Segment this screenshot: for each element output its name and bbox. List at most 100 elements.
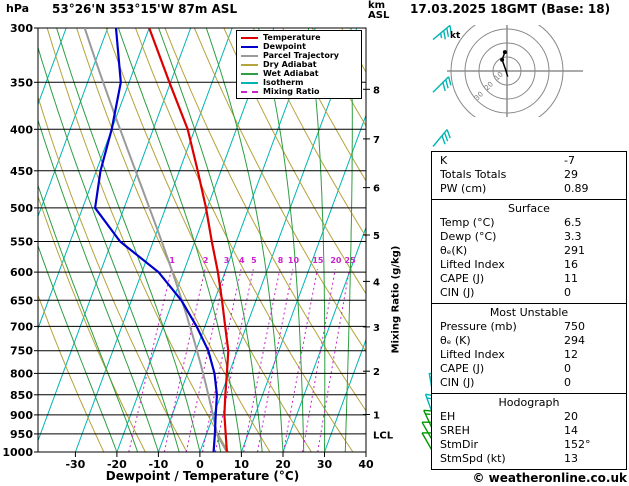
panel-row-value: 14 <box>564 424 578 437</box>
legend-swatch <box>241 45 258 48</box>
height-tick-label: 7 <box>373 135 380 146</box>
height-tick-label: 3 <box>373 323 380 334</box>
wind-barb <box>432 24 453 41</box>
mixing-ratio-line <box>256 269 294 452</box>
mixing-ratio-label: 5 <box>251 256 257 265</box>
station-title: 53°26'N 353°15'W 87m ASL <box>52 2 238 16</box>
height-tick-label: 1 <box>373 411 380 422</box>
mixing-ratio-label: 3 <box>224 256 230 265</box>
mixing-ratio-label: 25 <box>345 256 357 265</box>
hodograph-ring-label: 30 <box>473 90 485 102</box>
mixing-ratio-label: 15 <box>312 256 324 265</box>
panel-row-label: Dewp (°C) <box>440 230 497 243</box>
barb-staff <box>432 76 450 93</box>
panel-row-value: 0.89 <box>564 182 589 195</box>
pressure-tick-label: 350 <box>10 76 33 89</box>
barb-full-tick <box>446 27 450 37</box>
run-datetime: 17.03.2025 18GMT (Base: 18) <box>410 2 611 16</box>
legend-item: Wet Adiabat <box>241 69 357 78</box>
panel-section-title: Surface <box>508 202 550 215</box>
hodograph-point <box>500 57 505 62</box>
mixing-ratio-line <box>163 269 206 452</box>
temp-tick-label: 40 <box>358 458 374 471</box>
pressure-tick-label: 900 <box>10 409 33 422</box>
pressure-tick-label: 400 <box>10 123 33 136</box>
panel-row: Lifted Index 16 <box>432 258 626 272</box>
panel-section: Most Unstable Pressure (mb) 750 θₑ (K) 294 Li… <box>431 303 627 394</box>
barb-full-tick <box>442 82 446 92</box>
panel-row: Lifted Index 12 <box>432 348 626 362</box>
temp-axis-title: Dewpoint / Temperature (°C) <box>105 469 300 483</box>
pressure-tick-label: 450 <box>10 165 33 178</box>
panel-section-title: Hodograph <box>498 396 560 409</box>
pressure-tick-label: 500 <box>10 202 33 215</box>
legend-label: Dry Adiabat <box>263 60 317 69</box>
panel-row-label: CAPE (J) <box>440 362 485 375</box>
panel-row-value: -7 <box>564 154 575 167</box>
dry-adiabat-line <box>252 28 366 238</box>
pressure-tick-label: 1000 <box>2 446 33 459</box>
temp-tick-label: 20 <box>275 458 291 471</box>
panel-row-value: 291 <box>564 244 585 257</box>
mixing-axis-title: Mixing Ratio (g/kg) <box>390 245 402 354</box>
hodograph-unit-label: kt <box>450 31 461 41</box>
parcel-trajectory-line <box>83 28 228 452</box>
height-tick-label: 4 <box>373 277 380 288</box>
panel-row-value: 12 <box>564 348 578 361</box>
isotherm-line <box>324 338 366 452</box>
panel-row: Totals Totals 29 <box>432 168 626 182</box>
barb-full-tick <box>441 135 446 145</box>
panel-row-label: StmSpd (kt) <box>440 452 506 465</box>
panel-row-value: 0 <box>564 376 571 389</box>
mixing-ratio-line <box>302 269 336 452</box>
height-tick-label: 2 <box>373 367 380 378</box>
panel-row: StmDir 152° <box>432 438 626 452</box>
panel-row: CAPE (J) 0 <box>432 362 626 376</box>
panel-row-label: SREH <box>440 424 470 437</box>
temp-tick-label: 10 <box>234 458 250 471</box>
panel-row-label: CAPE (J) <box>440 272 485 285</box>
legend-label: Wet Adiabat <box>263 69 319 78</box>
pressure-axis-title: hPa <box>6 2 30 15</box>
legend-label: Mixing Ratio <box>263 87 320 96</box>
panel-row: StmSpd (kt) 13 <box>432 452 626 466</box>
wind-barb <box>432 129 451 147</box>
isotherm-line <box>38 28 67 106</box>
pressure-tick-label: 550 <box>10 236 33 249</box>
panel-row-value: 11 <box>564 272 578 285</box>
profile-lines <box>83 28 230 452</box>
height-tick-label: 8 <box>373 85 380 96</box>
isotherm-line <box>74 28 233 452</box>
pressure-tick-label: 300 <box>10 22 33 35</box>
legend-item: Dewpoint <box>241 42 357 51</box>
panel-row-value: 20 <box>564 410 578 423</box>
panel-row: SREH 14 <box>432 424 626 438</box>
indices-panel: K -7 Totals Totals 29 PW (cm) 0.89 Surface Temp… <box>431 151 627 470</box>
mixing-ratio-line <box>202 269 242 452</box>
panel-row-label: K <box>440 154 448 167</box>
isotherm-line <box>38 28 109 218</box>
wind-barb <box>432 76 452 93</box>
mixing-ratio-line <box>283 269 318 452</box>
legend-item: Isotherm <box>241 78 357 87</box>
legend-swatch <box>241 63 258 66</box>
panel-row: Pressure (mb) 750 <box>432 320 626 334</box>
panel-row-value: 0 <box>564 286 571 299</box>
hodograph-ring-label: 20 <box>483 80 495 92</box>
panel-row-label: Pressure (mb) <box>440 320 517 333</box>
panel-row-label: Lifted Index <box>440 348 505 361</box>
panel-row: Dewp (°C) 3.3 <box>432 230 626 244</box>
plot-border <box>37 27 367 453</box>
panel-row-value: 13 <box>564 452 578 465</box>
isotherm-line <box>282 226 366 452</box>
panel-row-label: Lifted Index <box>440 258 505 271</box>
pressure-tick-label: 650 <box>10 294 33 307</box>
temp-tick-label: 30 <box>317 458 333 471</box>
pressure-tick-label: 700 <box>10 320 33 333</box>
height-axis-title-km: km <box>368 0 386 11</box>
panel-row-label: Temp (°C) <box>440 216 495 229</box>
barb-full-tick <box>449 25 453 35</box>
panel-section: K -7 Totals Totals 29 PW (cm) 0.89 <box>431 151 627 200</box>
hodograph-ring <box>450 25 564 117</box>
